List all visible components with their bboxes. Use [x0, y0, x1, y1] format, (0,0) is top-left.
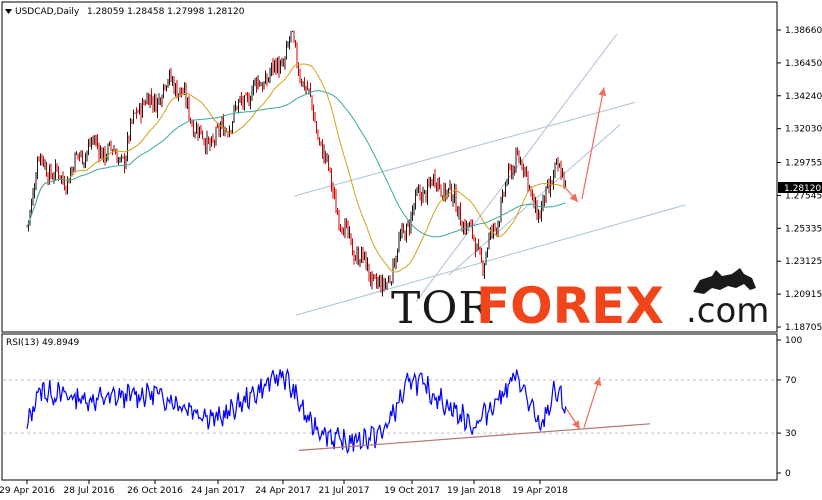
- logo-part-forex: FOREX: [476, 277, 664, 335]
- price-tick-label: 1.23125: [785, 257, 822, 267]
- candles: [26, 30, 566, 297]
- time-tick-label: 28 Jul 2016: [64, 486, 115, 496]
- ohlc-readout: 1.28059 1.28458 1.27998 1.28120: [87, 7, 245, 17]
- time-tick-label: 21 Jul 2017: [319, 486, 370, 496]
- down-arrow-head: [569, 193, 578, 203]
- ma-slow-line: [26, 90, 566, 238]
- forecast-arrows: [564, 87, 607, 430]
- up-arrow-head: [598, 87, 607, 97]
- time-tick-label: 24 Jan 2017: [191, 486, 245, 496]
- time-tick-label: 26 Oct 2016: [127, 486, 183, 496]
- rsi-axis: 100 70 30 0: [3, 336, 802, 479]
- time-tick-label: 19 Jan 2018: [447, 486, 501, 496]
- rsi-tick-label: 0: [785, 469, 791, 479]
- price-tick-label: 1.32030: [785, 125, 822, 135]
- price-tick-label: 1.20915: [785, 290, 822, 300]
- current-price: 1.28120: [784, 184, 821, 194]
- rsi-tick-label: 70: [785, 376, 797, 386]
- moving-averages: [26, 63, 566, 273]
- rsi-line: [26, 367, 567, 455]
- channel-line: [295, 204, 686, 316]
- price-tick-label: 1.29755: [785, 159, 822, 169]
- rsi-series: [26, 367, 651, 455]
- rsi-down-arrow-head: [572, 420, 580, 430]
- time-tick-label: 19 Apr 2018: [512, 486, 568, 496]
- price-tick-label: 1.34240: [785, 92, 822, 102]
- rsi-tick-label: 30: [785, 429, 797, 439]
- time-tick-label: 24 Apr 2017: [255, 486, 311, 496]
- up-arrow-shaft: [581, 87, 605, 200]
- rsi-label: RSI(13) 49.8949: [6, 338, 79, 348]
- logo-part-com: .com: [686, 291, 769, 331]
- rsi-up-arrow-shaft: [583, 377, 601, 428]
- price-tick-label: 1.25335: [785, 224, 822, 234]
- price-badge: [778, 182, 822, 193]
- price-tick-label: 1.27545: [785, 191, 822, 201]
- logo-part-tor: TOR: [391, 283, 493, 334]
- price-tick-label: 1.36450: [785, 59, 822, 69]
- ma-fast-line: [26, 63, 566, 273]
- time-tick-label: 19 Oct 2017: [384, 486, 440, 496]
- symbol-label: USDCAD,Daily: [15, 7, 80, 17]
- price-tick-label: 1.18705: [785, 323, 822, 333]
- torforex-logo: TOR FOREX .com: [391, 268, 769, 335]
- price-tick-label: 1.38660: [785, 26, 822, 36]
- time-tick-label: 29 Apr 2016: [0, 486, 55, 496]
- time-axis: 29 Apr 2016 28 Jul 2016 26 Oct 2016 24 Jan …: [0, 480, 568, 496]
- rsi-tick-label: 100: [785, 336, 802, 346]
- price-axis: 1.38660 1.36450 1.34240 1.32030 1.29755 1.275…: [777, 26, 822, 333]
- rsi-trendline: [298, 423, 651, 451]
- bull-bear-icon: [693, 268, 756, 294]
- dropdown-icon[interactable]: [5, 9, 12, 14]
- rsi-panel: [1, 333, 778, 481]
